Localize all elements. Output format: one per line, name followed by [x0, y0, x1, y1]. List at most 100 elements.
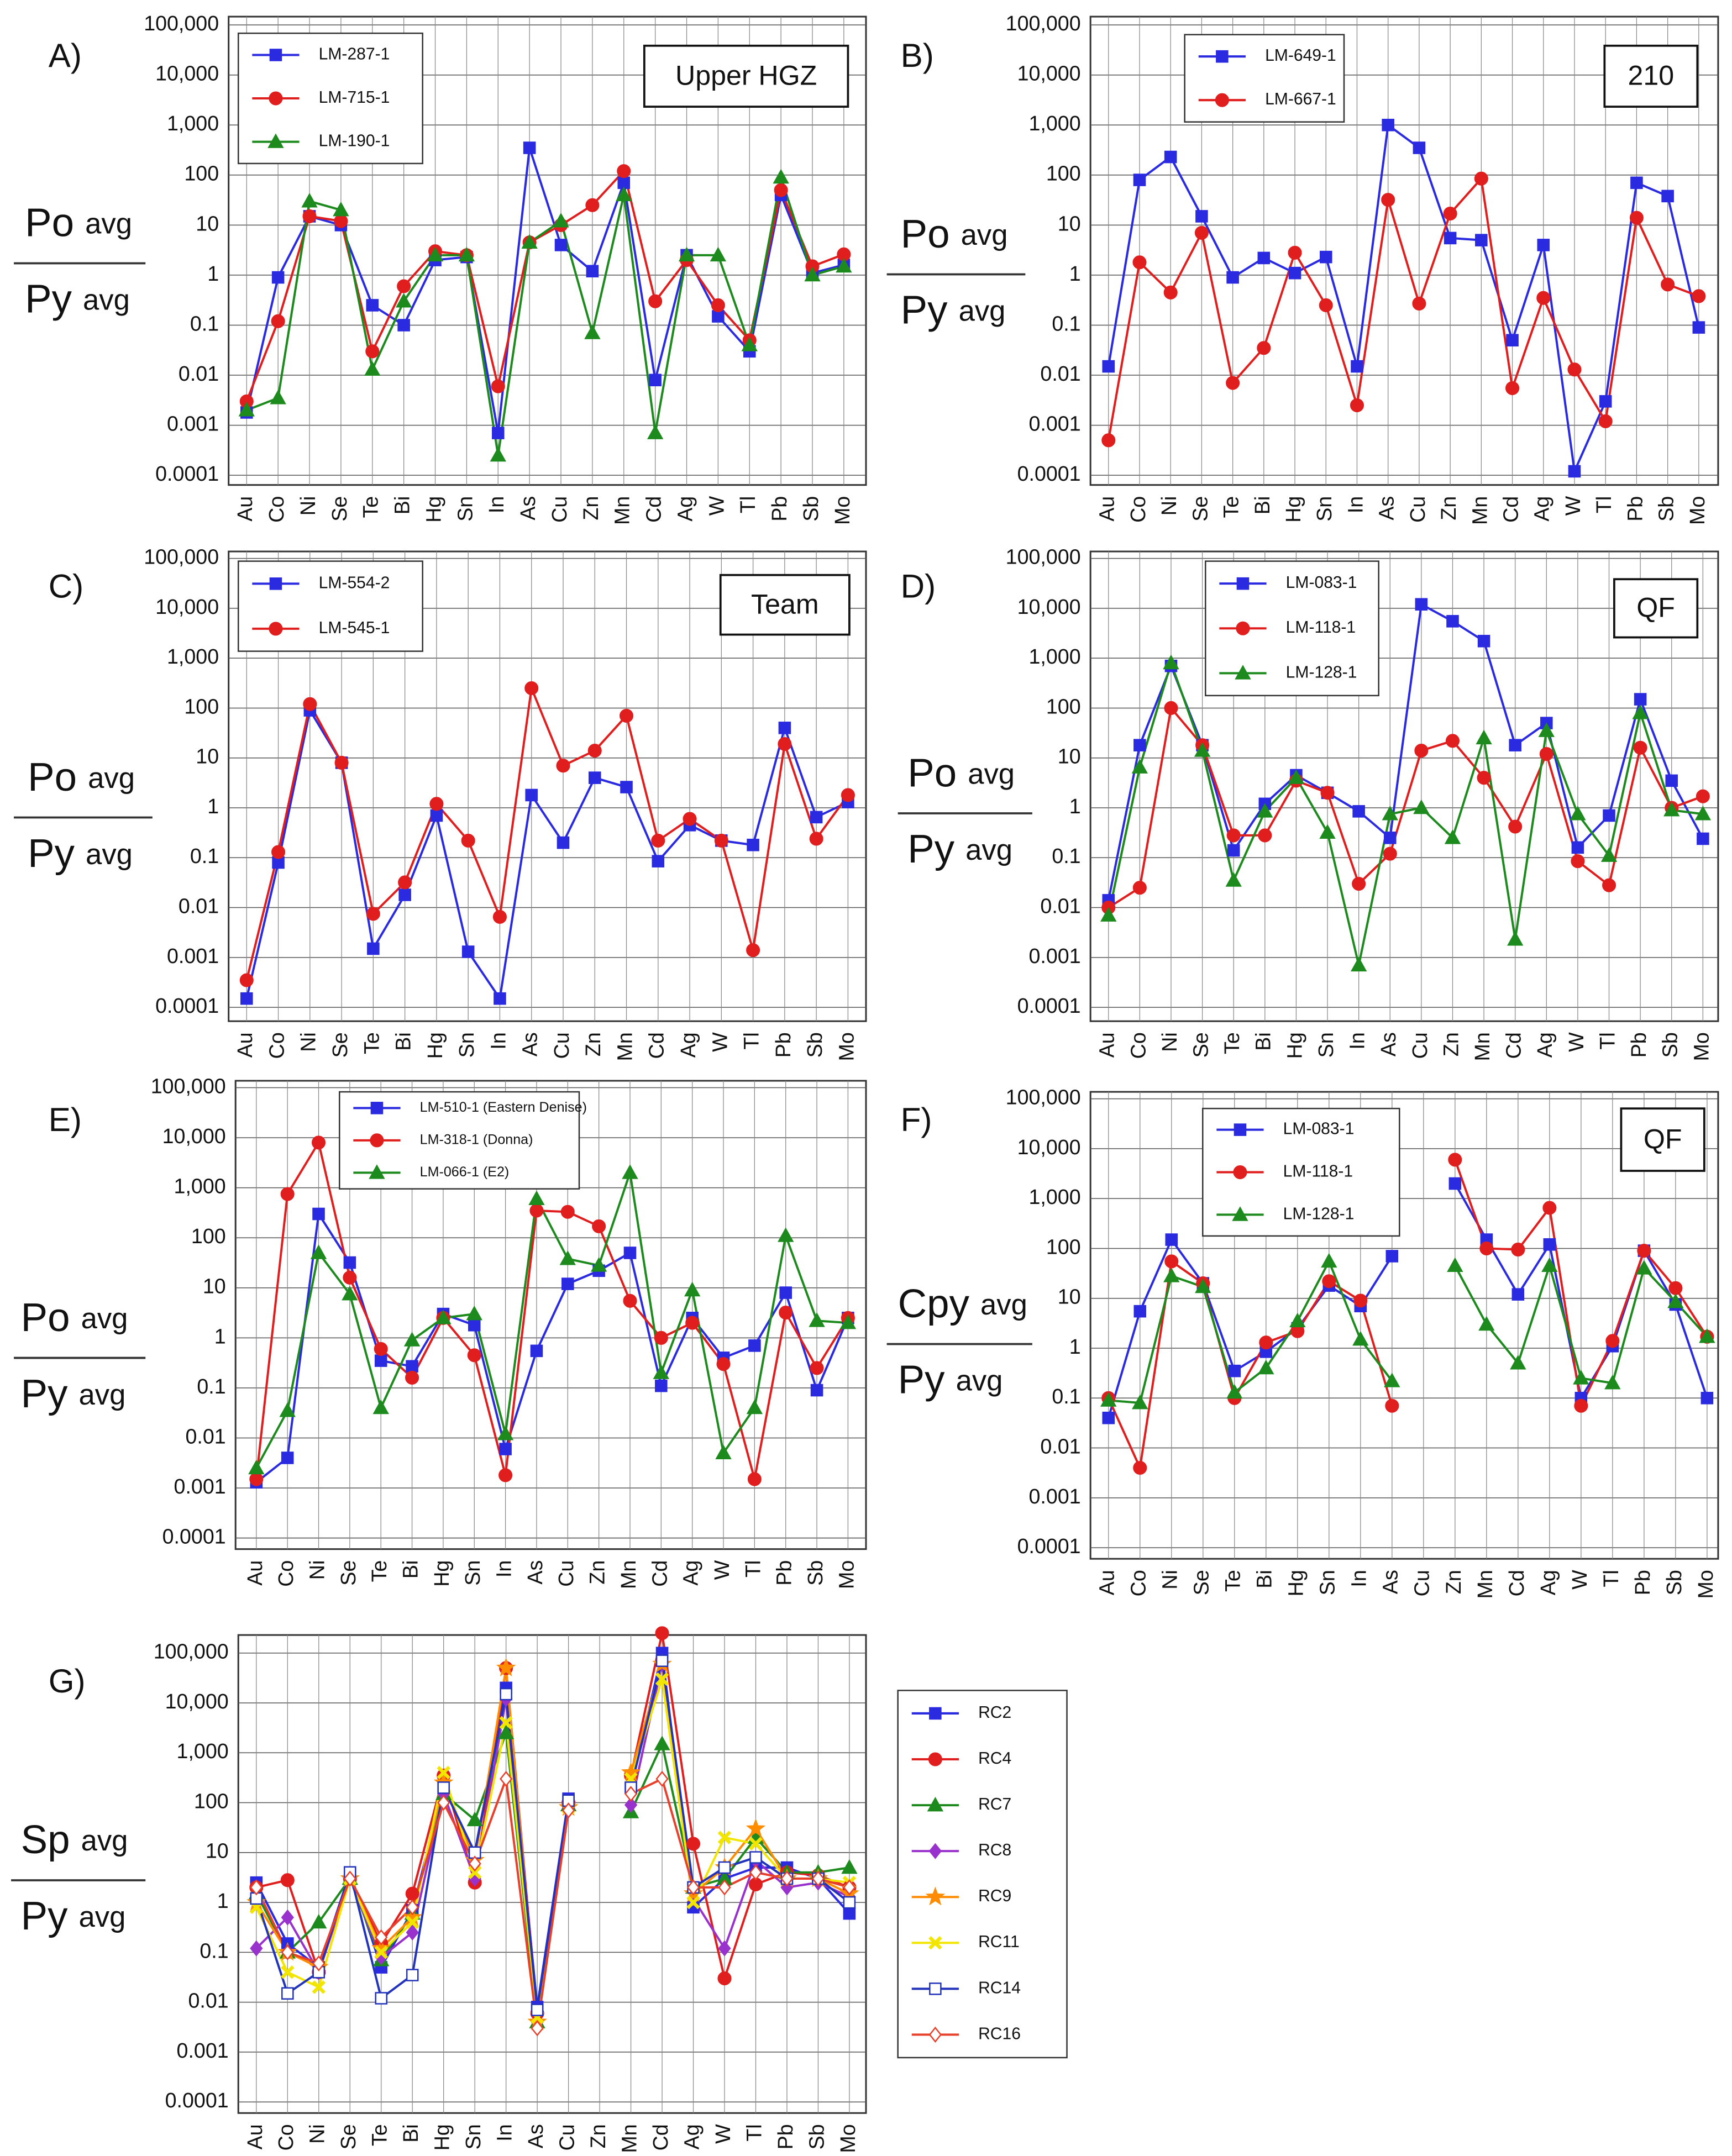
marker: [280, 1873, 295, 1887]
marker: [1132, 1394, 1148, 1410]
marker: [523, 141, 536, 154]
x-tick-label: Bi: [399, 2124, 422, 2142]
series-line: [255, 1139, 849, 1480]
y-tick-label: 10: [196, 212, 219, 235]
legend-marker: [370, 1102, 384, 1114]
y-tick-label: 10,000: [155, 62, 219, 85]
x-tick-label: Cu: [555, 2124, 579, 2150]
marker: [281, 1965, 295, 1979]
marker: [302, 209, 317, 223]
x-tick-label: Tl: [1595, 1032, 1619, 1049]
marker: [497, 1724, 515, 1739]
plot-frame: [1089, 15, 1719, 486]
marker: [718, 1879, 731, 1896]
y-label-numerator: Sp avg: [21, 1817, 128, 1862]
marker: [1694, 806, 1712, 821]
legend-marker: [928, 2026, 942, 2043]
marker: [1382, 806, 1398, 821]
legend-label: RC8: [978, 1841, 1011, 1859]
y-tick-label: 0.1: [200, 1939, 228, 1962]
x-tick-label: Se: [328, 1032, 351, 1058]
x-tick-label: Sn: [461, 2124, 485, 2149]
y-tick-label: 10: [1058, 1285, 1081, 1308]
marker: [458, 246, 475, 262]
legend-marker: [269, 622, 283, 636]
y-label-symbol: Po: [21, 1295, 70, 1340]
x-tick-label: Ag: [1536, 1570, 1560, 1595]
marker: [499, 1443, 512, 1455]
legend-label: RC14: [978, 1979, 1021, 1997]
marker: [1288, 266, 1301, 280]
marker: [1413, 141, 1426, 154]
marker: [655, 1626, 669, 1640]
x-tick-label: Au: [233, 496, 256, 522]
marker: [281, 1944, 294, 1960]
x-tick-label: Ag: [679, 1560, 702, 1586]
y-tick-label: 100: [191, 1224, 226, 1248]
x-tick-label: Cu: [1410, 1570, 1434, 1596]
marker: [1598, 414, 1613, 428]
marker: [1543, 1238, 1556, 1251]
x-tick-label: Se: [1190, 1570, 1213, 1595]
y-label-sub: avg: [86, 838, 133, 871]
y-label-symbol: Po: [25, 201, 74, 245]
marker: [836, 257, 852, 273]
marker: [374, 1354, 387, 1367]
y-tick-label: 10: [203, 1275, 226, 1298]
x-tick-label: In: [1343, 496, 1367, 513]
x-tick-label: Co: [265, 1032, 288, 1059]
series-line: [255, 1653, 851, 2007]
marker: [1227, 844, 1240, 857]
marker: [1415, 598, 1428, 611]
y-label-sub: avg: [956, 1365, 1003, 1397]
y-label-denominator: Py avg: [901, 288, 1006, 333]
marker: [1665, 774, 1678, 787]
y-tick-label: 10: [206, 1839, 229, 1863]
x-tick-label: Mo: [1694, 1570, 1717, 1598]
x-tick-label: As: [516, 496, 539, 520]
marker: [809, 832, 823, 846]
legend-marker: [1234, 1123, 1247, 1136]
marker: [1351, 360, 1363, 373]
x-tick-label: In: [493, 2124, 516, 2141]
legend-box: [897, 1690, 1068, 2059]
y-label-sub: avg: [961, 219, 1008, 251]
marker: [1195, 210, 1208, 223]
marker: [406, 1899, 419, 1916]
x-tick-label: Sb: [804, 1560, 827, 1586]
marker: [343, 1870, 356, 1887]
y-tick-label: 100: [1046, 695, 1081, 718]
marker: [1700, 1391, 1714, 1405]
marker: [281, 1452, 294, 1464]
y-tick-label: 1: [1069, 1335, 1081, 1358]
marker: [427, 246, 444, 262]
marker: [686, 1879, 700, 1896]
marker: [1131, 759, 1148, 774]
marker: [1506, 334, 1519, 347]
marker: [1132, 255, 1147, 270]
x-tick-label: Sb: [1662, 1570, 1686, 1595]
x-tick-label: Pb: [771, 1032, 795, 1058]
marker: [1163, 285, 1178, 299]
marker: [491, 427, 505, 439]
marker: [397, 319, 410, 332]
marker: [1320, 786, 1335, 800]
x-tick-label: Bi: [1252, 1032, 1275, 1050]
marker: [498, 1468, 513, 1482]
marker: [749, 1851, 762, 1864]
marker: [1536, 291, 1551, 305]
marker: [746, 943, 760, 958]
marker: [271, 845, 286, 859]
x-tick-label: Ag: [676, 1032, 700, 1058]
marker: [683, 812, 697, 826]
marker: [1259, 1335, 1273, 1350]
x-tick-label: Mo: [836, 2124, 859, 2153]
marker: [249, 1472, 264, 1486]
marker: [1696, 789, 1710, 803]
marker: [1511, 1242, 1525, 1256]
marker: [586, 265, 599, 278]
series-line: [256, 1633, 850, 2013]
x-tick-label: Bi: [391, 496, 414, 514]
y-label-numerator: Po avg: [901, 212, 1008, 256]
marker: [1538, 722, 1555, 737]
